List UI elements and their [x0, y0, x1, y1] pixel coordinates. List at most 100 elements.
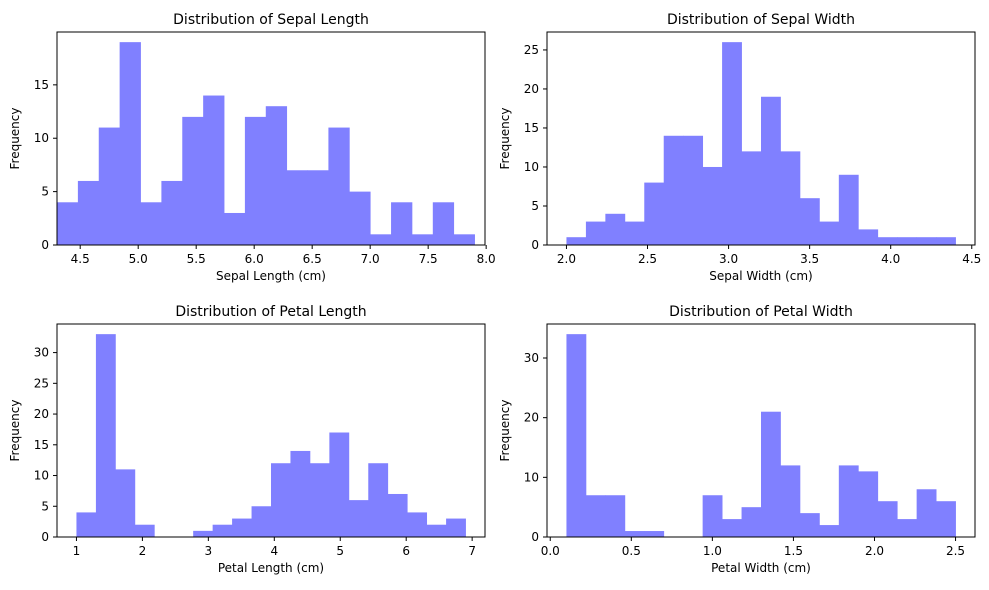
x-tick-label: 1.5: [784, 544, 803, 558]
histogram-bar: [936, 501, 956, 537]
y-axis-label: Frequency: [498, 108, 512, 170]
x-axis-label: Sepal Width (cm): [709, 269, 812, 283]
y-tick-label: 10: [34, 131, 49, 145]
histogram-bar: [897, 237, 918, 245]
histogram-bar: [271, 463, 291, 537]
x-tick-label: 6.0: [245, 252, 264, 266]
histogram-bar: [95, 334, 116, 537]
y-axis-label: Frequency: [8, 108, 22, 170]
histogram-bar: [265, 106, 288, 245]
histogram-bar: [453, 234, 475, 245]
chart-title: Distribution of Petal Length: [175, 304, 366, 320]
histogram-bar: [761, 96, 781, 245]
histogram-bar: [349, 191, 371, 245]
histogram-bar: [644, 182, 665, 245]
histogram-bar: [391, 202, 413, 245]
y-tick-label: 30: [524, 351, 539, 365]
x-tick-label: 7.5: [419, 252, 438, 266]
histogram-bar: [368, 463, 389, 537]
axes-frame: [546, 31, 976, 246]
y-tick-label: 20: [34, 407, 49, 421]
histogram-bar: [251, 506, 272, 537]
histogram-bar: [203, 95, 225, 245]
x-tick-label: 2.0: [865, 544, 884, 558]
histogram-bar: [916, 489, 937, 537]
x-tick-label: 8.0: [477, 252, 496, 266]
histogram-bar: [328, 127, 350, 245]
histogram-bar: [387, 493, 408, 537]
y-tick-label: 15: [34, 78, 49, 92]
x-tick-label: 6: [402, 544, 410, 558]
histogram-bar: [663, 135, 684, 245]
histogram-bar: [585, 221, 606, 245]
histogram-bar: [780, 465, 801, 537]
y-tick-label: 30: [34, 346, 49, 360]
histogram-bar: [722, 519, 742, 537]
histogram-bar: [286, 170, 308, 245]
histogram-bar: [566, 237, 587, 245]
chart-title: Distribution of Sepal Width: [667, 12, 855, 28]
histogram-bar: [134, 524, 155, 537]
histogram-bar: [407, 512, 428, 537]
histogram-bar: [702, 495, 723, 537]
x-tick-label: 5.0: [129, 252, 148, 266]
y-tick-label: 10: [524, 470, 539, 484]
histogram-bar: [76, 512, 97, 537]
y-axis-label: Frequency: [498, 400, 512, 462]
histogram-bar: [290, 450, 311, 537]
histogram-bar: [722, 42, 742, 245]
histogram-bar: [370, 234, 392, 245]
histogram-bar: [624, 221, 645, 245]
histogram-bar: [819, 221, 840, 245]
axes-frame: [56, 323, 486, 538]
histogram-bar: [212, 524, 233, 537]
histogram-bar: [897, 519, 918, 537]
histogram-bar: [161, 180, 183, 245]
x-tick-label: 6.5: [303, 252, 322, 266]
histogram-bar: [877, 501, 898, 537]
x-tick-label: 2.5: [946, 544, 965, 558]
histogram-bar: [799, 513, 820, 537]
x-axis-label: Petal Width (cm): [711, 561, 811, 575]
histogram-bar: [329, 432, 350, 537]
histogram-bar: [193, 530, 214, 537]
histogram-bar: [244, 116, 267, 245]
x-axis-label: Petal Length (cm): [218, 561, 324, 575]
x-tick-label: 7.0: [361, 252, 380, 266]
histogram-bar: [683, 135, 704, 245]
histogram-bar: [232, 518, 252, 537]
histogram-bar: [741, 507, 762, 537]
histogram-bar: [182, 116, 204, 245]
histogram-bar: [605, 495, 626, 537]
x-tick-label: 5: [336, 544, 344, 558]
histogram-bar: [819, 525, 840, 537]
y-tick-label: 15: [34, 438, 49, 452]
histogram-bar: [877, 237, 898, 245]
histogram-bar: [780, 151, 801, 245]
chart-title: Distribution of Sepal Length: [173, 12, 369, 28]
histogram-bar: [115, 469, 136, 537]
histogram-bar: [936, 237, 956, 245]
subplot-2: 2.0 2.5 3.0 3.5 4.0 4.5 0 5 10 15 20 25 Distribution…: [498, 12, 981, 283]
x-tick-label: 3.0: [719, 252, 738, 266]
histogram-bar: [140, 202, 162, 245]
histogram-bar: [77, 180, 100, 245]
y-tick-label: 5: [41, 499, 49, 513]
y-tick-label: 20: [524, 82, 539, 96]
x-tick-label: 4.5: [962, 252, 981, 266]
y-tick-label: 0: [531, 238, 539, 252]
histogram-bar: [309, 463, 330, 537]
histogram-bar: [605, 213, 626, 245]
axes-frame: [546, 323, 976, 538]
x-tick-label: 1: [73, 544, 81, 558]
histogram-bar: [741, 151, 762, 245]
chart-title: Distribution of Petal Width: [669, 304, 853, 320]
x-tick-label: 3.5: [800, 252, 819, 266]
y-tick-label: 5: [531, 199, 539, 213]
y-tick-label: 0: [531, 530, 539, 544]
histogram-bar: [916, 237, 937, 245]
histogram-bar: [98, 127, 121, 245]
y-tick-label: 0: [41, 238, 49, 252]
histogram-bar: [702, 166, 723, 245]
